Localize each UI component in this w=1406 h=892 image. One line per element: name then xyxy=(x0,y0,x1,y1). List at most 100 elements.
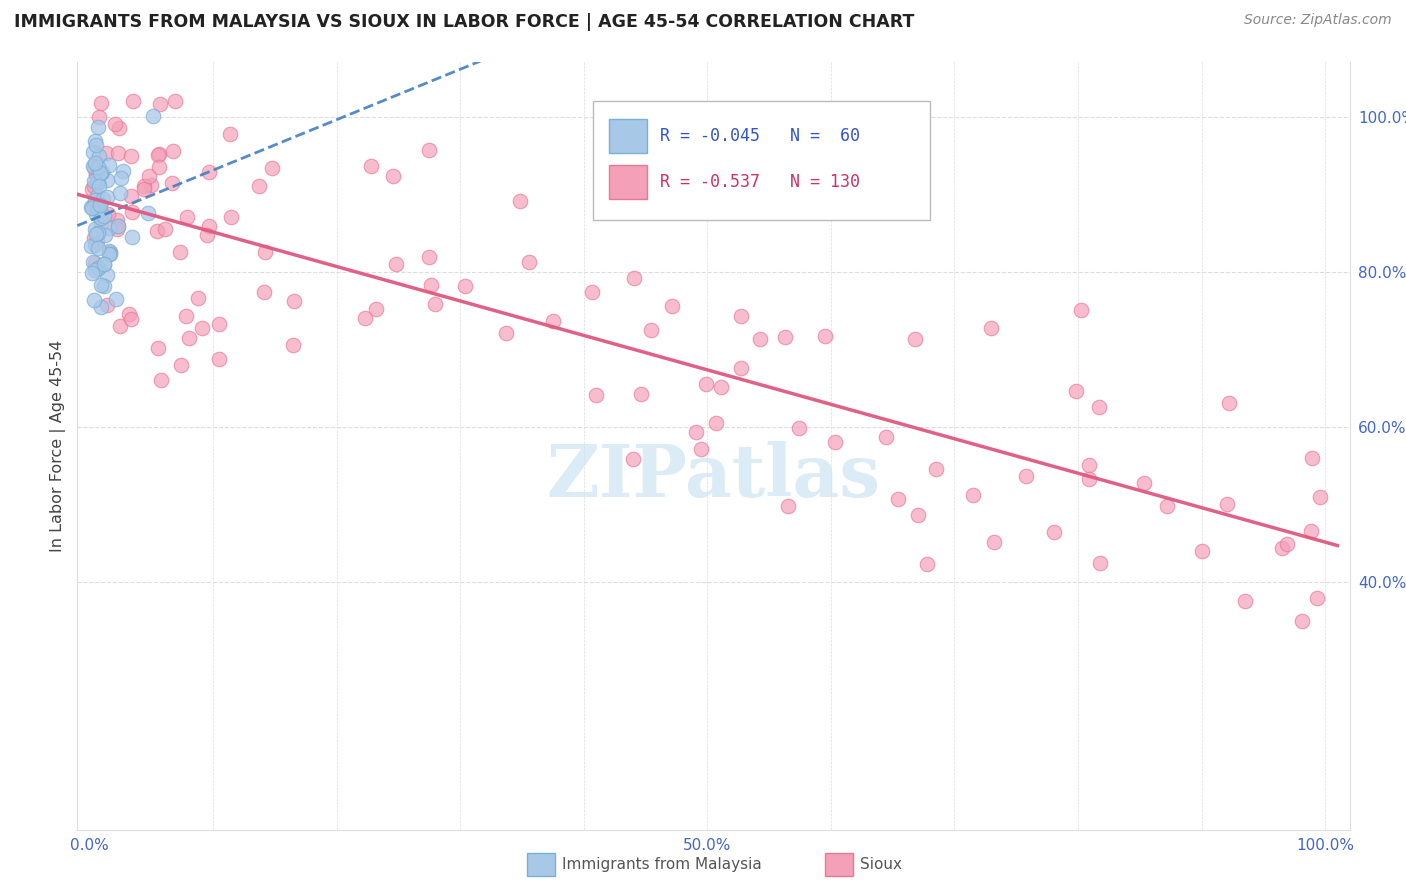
Point xyxy=(96,173,118,187)
Point xyxy=(90,211,112,225)
Point xyxy=(107,145,129,160)
Point xyxy=(145,224,167,238)
Text: IMMIGRANTS FROM MALAYSIA VS SIOUX IN LABOR FORCE | AGE 45-54 CORRELATION CHART: IMMIGRANTS FROM MALAYSIA VS SIOUX IN LAB… xyxy=(14,13,914,31)
Point xyxy=(153,222,176,236)
Point xyxy=(82,159,104,173)
Point xyxy=(82,182,104,196)
Point xyxy=(418,250,440,264)
Point xyxy=(420,278,443,293)
Point xyxy=(120,188,142,202)
Point xyxy=(382,169,405,183)
Point xyxy=(495,326,517,340)
Point xyxy=(80,200,103,214)
Point xyxy=(93,209,115,223)
Point xyxy=(887,491,910,506)
Point xyxy=(120,148,142,162)
Point xyxy=(630,387,652,401)
Point xyxy=(623,271,645,285)
Point xyxy=(93,279,115,293)
Point xyxy=(83,222,105,236)
Point xyxy=(136,205,159,219)
Point xyxy=(93,227,115,242)
Point xyxy=(87,120,110,135)
Point xyxy=(89,202,111,217)
Point xyxy=(1132,475,1154,490)
Point xyxy=(104,292,127,306)
Point xyxy=(89,198,111,212)
Bar xyxy=(527,853,555,876)
Point xyxy=(146,341,169,355)
Point xyxy=(208,317,231,331)
Text: Sioux: Sioux xyxy=(860,857,903,871)
Point xyxy=(254,244,277,259)
Point xyxy=(695,377,717,392)
Point xyxy=(917,557,939,571)
Point xyxy=(82,255,104,269)
Point xyxy=(86,189,108,203)
Point xyxy=(170,358,193,372)
Point xyxy=(90,278,112,293)
Bar xyxy=(609,165,647,199)
Point xyxy=(83,174,105,188)
Point xyxy=(163,94,186,108)
Point xyxy=(1306,591,1329,605)
Point xyxy=(149,96,172,111)
Point xyxy=(773,329,796,343)
Point xyxy=(454,279,477,293)
Point xyxy=(509,194,531,208)
Point xyxy=(418,144,440,158)
Point xyxy=(108,186,131,201)
Point xyxy=(980,321,1002,335)
Point xyxy=(1234,594,1257,608)
Point xyxy=(86,241,108,255)
Point xyxy=(86,226,108,240)
Point xyxy=(174,310,197,324)
Point xyxy=(98,247,121,261)
Point xyxy=(197,219,219,233)
Point xyxy=(121,204,143,219)
Point xyxy=(778,500,800,514)
Point xyxy=(541,314,564,328)
Point xyxy=(962,488,984,502)
Point xyxy=(1078,458,1101,473)
Point xyxy=(682,202,704,216)
Point xyxy=(108,319,131,334)
Point xyxy=(84,238,107,252)
Point xyxy=(90,218,112,232)
Point xyxy=(787,421,810,435)
Point xyxy=(1291,614,1313,628)
Point xyxy=(84,207,107,221)
Point xyxy=(84,156,107,170)
Point xyxy=(96,298,118,312)
Text: ZIPatlas: ZIPatlas xyxy=(547,442,880,512)
Point xyxy=(1088,400,1111,414)
Point xyxy=(111,164,134,178)
Point xyxy=(86,138,108,153)
Point xyxy=(1216,497,1239,511)
Point xyxy=(90,95,112,110)
Point xyxy=(139,178,162,193)
Point xyxy=(83,197,105,211)
Point xyxy=(105,213,128,227)
Point xyxy=(90,166,112,180)
Point xyxy=(86,175,108,189)
Point xyxy=(82,145,104,159)
Point xyxy=(176,211,198,225)
Point xyxy=(925,462,948,476)
Point xyxy=(80,201,103,215)
Point xyxy=(150,373,173,387)
Point xyxy=(84,167,107,181)
Point xyxy=(96,268,118,282)
Point xyxy=(260,161,283,175)
Point xyxy=(1066,384,1088,398)
Point xyxy=(96,145,118,160)
Point xyxy=(179,331,201,345)
Point xyxy=(97,158,120,172)
Point xyxy=(1088,556,1111,570)
Point xyxy=(87,261,110,276)
Point xyxy=(730,309,752,323)
Point xyxy=(824,435,846,450)
Point xyxy=(83,179,105,194)
Point xyxy=(90,164,112,178)
Point xyxy=(160,177,183,191)
